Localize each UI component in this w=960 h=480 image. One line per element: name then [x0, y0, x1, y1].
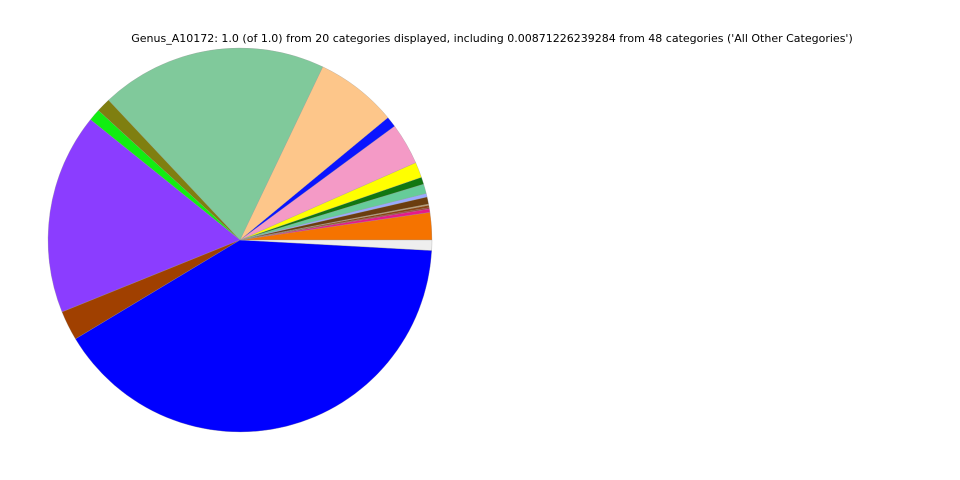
pie-slice [239, 239, 433, 251]
pie-slice [47, 119, 241, 313]
pie-slice [108, 47, 323, 241]
pie-slice [75, 239, 432, 433]
chart-title: Genus_A10172: 1.0 (of 1.0) from 20 categ… [131, 32, 853, 45]
